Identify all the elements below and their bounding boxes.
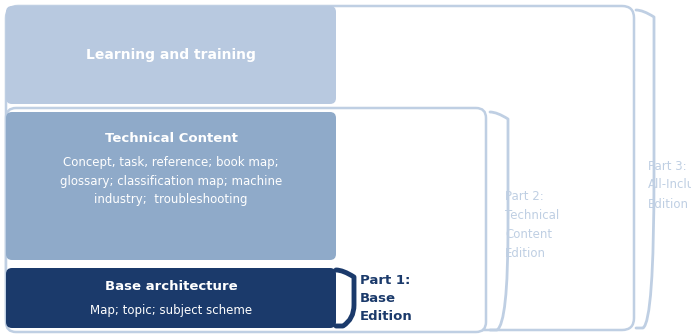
Text: Learning and training: Learning and training bbox=[86, 48, 256, 62]
Text: Part 3:
All-Inclusive
Edition: Part 3: All-Inclusive Edition bbox=[648, 160, 691, 210]
FancyBboxPatch shape bbox=[6, 108, 486, 332]
Text: :: : bbox=[233, 131, 237, 144]
FancyBboxPatch shape bbox=[6, 6, 634, 330]
Text: Concept, task, reference; book map;
glossary; classification map; machine
indust: Concept, task, reference; book map; glos… bbox=[60, 156, 282, 206]
Text: Map; topic; subject scheme: Map; topic; subject scheme bbox=[90, 304, 252, 317]
Text: Base architecture: Base architecture bbox=[105, 280, 237, 293]
Text: Part 1:
Base
Edition: Part 1: Base Edition bbox=[360, 274, 413, 323]
FancyBboxPatch shape bbox=[6, 6, 336, 104]
Text: Technical Content: Technical Content bbox=[104, 131, 238, 144]
Text: Part 2:
Technical
Content
Edition: Part 2: Technical Content Edition bbox=[505, 190, 559, 260]
FancyBboxPatch shape bbox=[6, 112, 336, 260]
FancyBboxPatch shape bbox=[6, 268, 336, 328]
Text: :: : bbox=[229, 280, 233, 293]
